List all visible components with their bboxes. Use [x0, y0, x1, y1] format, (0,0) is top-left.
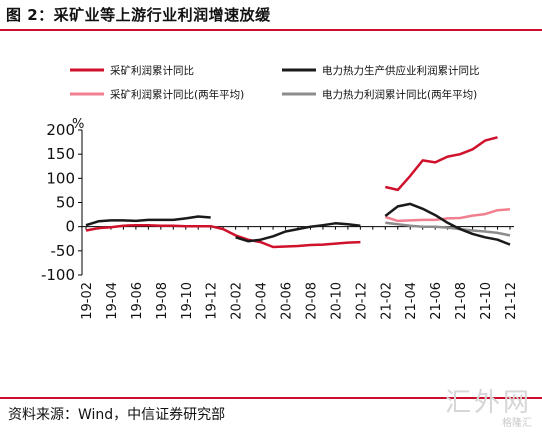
x-tick-label: 19-02	[80, 282, 95, 320]
x-tick-label: 21-06	[429, 282, 444, 320]
x-tick-label: 20-06	[280, 282, 295, 320]
y-tick-label: 0	[65, 218, 75, 236]
y-tick-label: 50	[56, 194, 75, 212]
legend-label: 采矿利润累计同比(两年平均)	[110, 88, 244, 101]
legend-label: 采矿利润累计同比	[110, 64, 194, 77]
chart-axes: -100 -50 0 50 100 150 200% 19-02 19-04 19-06 19-08…	[41, 117, 519, 320]
y-tick-label: 150	[46, 145, 75, 163]
series-line	[385, 221, 511, 237]
x-tick-label: 21-02	[379, 282, 394, 320]
x-tick-label: 20-04	[255, 282, 270, 320]
x-tick-label: 21-12	[504, 282, 519, 320]
series-line	[384, 208, 511, 223]
x-tick-label: 19-10	[180, 282, 195, 320]
series-line	[384, 202, 511, 246]
x-tick-label: 21-10	[479, 282, 494, 320]
series-line	[85, 223, 361, 249]
y-axis-unit: %	[72, 117, 84, 132]
legend-label: 电力热力利润累计同比(两年平均)	[322, 88, 477, 101]
series-line	[85, 215, 211, 227]
y-tick-label: -100	[41, 266, 75, 284]
chart-title: 图 2：采矿业等上游行业利润增速放缓	[6, 6, 271, 24]
x-tick-label: 19-04	[105, 282, 120, 320]
x-tick-label: 21-04	[404, 282, 419, 320]
x-tick-label: 20-08	[304, 282, 319, 320]
chart-series	[85, 136, 511, 249]
watermark-logo-text: 汇外网	[444, 388, 532, 418]
x-tick-label: 21-08	[454, 282, 469, 320]
legend-label: 电力热力生产供应业利润累计同比	[322, 64, 480, 77]
series-line	[385, 136, 498, 192]
series-line	[235, 222, 361, 243]
y-tick-label: -50	[51, 242, 76, 260]
y-tick-label: 100	[46, 169, 75, 187]
title-divider	[0, 29, 542, 31]
x-tick-label: 19-06	[130, 282, 145, 320]
x-tick-label: 19-08	[155, 282, 170, 320]
footer-divider	[0, 397, 542, 399]
x-tick-label: 20-12	[354, 282, 369, 320]
x-tick-label: 20-10	[329, 282, 344, 320]
data-source-note: 资料来源：Wind，中信证券研究部	[8, 407, 226, 423]
x-tick-label: 20-02	[230, 282, 245, 320]
y-tick-label: 200	[46, 121, 75, 139]
watermark-sub-text: 格隆汇	[502, 418, 532, 429]
x-tick-label: 19-12	[205, 282, 220, 320]
